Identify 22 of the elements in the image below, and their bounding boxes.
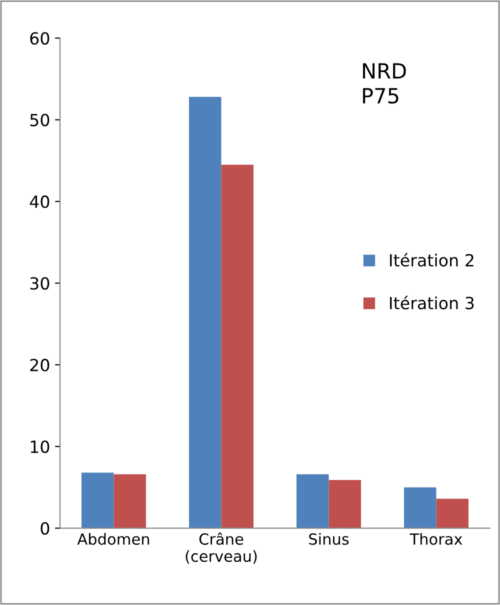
bar	[114, 474, 146, 528]
y-tick-label: 40	[30, 195, 50, 208]
x-tick-label: Crâne (cerveau)	[186, 532, 257, 564]
x-tick-label: Thorax	[410, 533, 462, 545]
y-tick-label: 10	[30, 440, 50, 454]
y-tick-label: 50	[30, 114, 50, 126]
y-tick-label: 30	[30, 277, 50, 290]
y-tick-label: 60	[30, 32, 50, 45]
y-tick-label: 20	[30, 358, 50, 372]
x-tick-label: Sinus	[309, 533, 349, 545]
x-tick-label: Abdomen	[77, 533, 150, 545]
legend-label: Itération 2	[390, 253, 474, 267]
bar	[221, 164, 254, 528]
legend-label: Itération 3	[390, 296, 474, 310]
bar	[436, 498, 468, 528]
bar	[82, 472, 114, 528]
bar	[404, 487, 436, 528]
bar	[296, 474, 329, 528]
bar	[328, 480, 361, 528]
annotation: NRD P75	[363, 63, 406, 104]
y-tick-label: 0	[40, 522, 50, 535]
bar	[189, 96, 222, 528]
